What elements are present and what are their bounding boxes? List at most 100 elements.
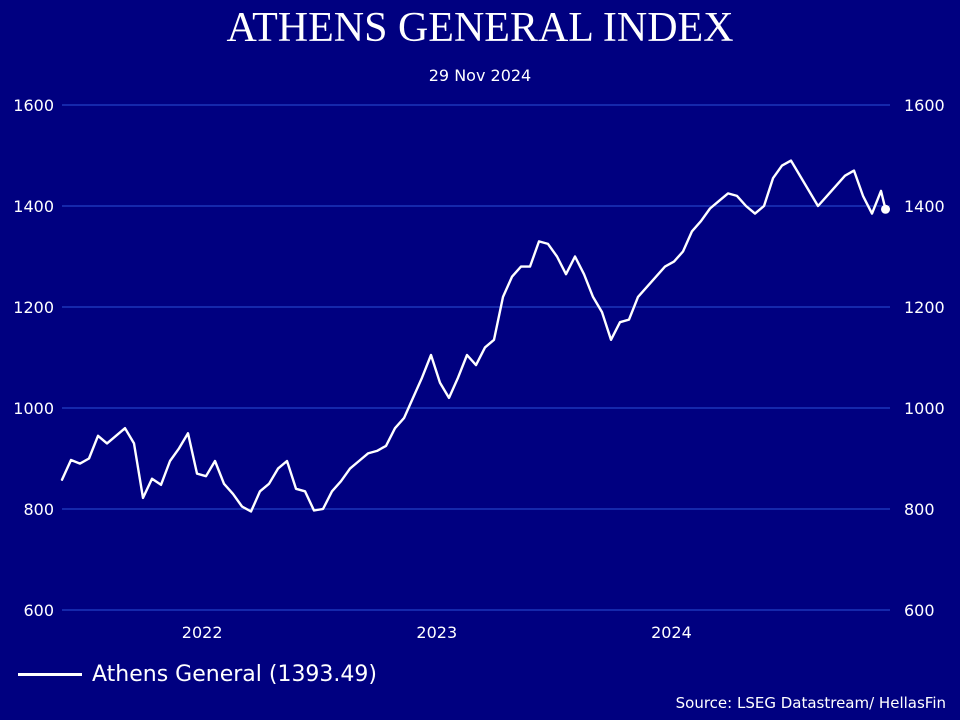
- data-point: [781, 164, 783, 166]
- data-point: [547, 243, 549, 245]
- data-point: [349, 467, 351, 469]
- y-tick-left: 1600: [13, 96, 54, 115]
- data-point: [655, 276, 657, 278]
- y-tick-right: 1000: [904, 399, 945, 418]
- legend: Athens General (1393.49): [18, 658, 377, 690]
- data-point: [169, 460, 171, 462]
- data-point: [466, 354, 468, 356]
- data-point: [421, 377, 423, 379]
- data-point: [385, 445, 387, 447]
- data-point: [637, 296, 639, 298]
- data-point: [322, 508, 324, 510]
- data-point: [475, 364, 477, 366]
- data-point: [610, 339, 612, 341]
- data-point: [664, 265, 666, 267]
- data-point: [511, 276, 513, 278]
- data-point: [439, 382, 441, 384]
- data-point: [277, 467, 279, 469]
- data-point: [817, 205, 819, 207]
- data-point: [457, 377, 459, 379]
- x-tick-label: 2024: [651, 623, 692, 642]
- data-point: [709, 207, 711, 209]
- data-point: [727, 192, 729, 194]
- data-point: [286, 460, 288, 462]
- data-point: [79, 462, 81, 464]
- x-axis: 2022 2023 2024: [182, 623, 692, 642]
- data-point: [583, 273, 585, 275]
- data-point: [403, 417, 405, 419]
- y-tick-left: 600: [23, 601, 54, 620]
- data-point: [628, 318, 630, 320]
- data-point: [502, 296, 504, 298]
- data-point: [430, 354, 432, 356]
- data-point: [205, 475, 207, 477]
- data-point: [808, 190, 810, 192]
- data-point: [223, 483, 225, 485]
- data-point: [700, 220, 702, 222]
- chart-subtitle: 29 Nov 2024: [428, 66, 532, 85]
- y-tick-left: 1400: [13, 197, 54, 216]
- data-point: [601, 311, 603, 313]
- y-tick-left: 800: [23, 500, 54, 519]
- data-point: [871, 212, 873, 214]
- data-point: [88, 457, 90, 459]
- data-point: [196, 472, 198, 474]
- data-point: [862, 195, 864, 197]
- data-point: [241, 505, 243, 507]
- data-point: [826, 195, 828, 197]
- data-point: [673, 260, 675, 262]
- last-value-point: [881, 204, 890, 214]
- x-tick-label: 2022: [182, 623, 223, 642]
- data-point: [619, 321, 621, 323]
- data-point: [484, 346, 486, 348]
- data-point: [529, 265, 531, 267]
- data-point: [718, 200, 720, 202]
- data-point: [367, 452, 369, 454]
- data-point: [133, 442, 135, 444]
- data-point: [565, 273, 567, 275]
- data-point: [268, 483, 270, 485]
- data-point: [331, 490, 333, 492]
- data-point: [214, 460, 216, 462]
- data-point: [295, 488, 297, 490]
- data-point: [736, 195, 738, 197]
- data-point: [250, 510, 252, 512]
- data-point: [340, 480, 342, 482]
- y-axis-right: 600 800 1000 1200 1400 1600: [904, 96, 945, 620]
- data-point: [754, 212, 756, 214]
- data-point: [106, 442, 108, 444]
- y-tick-right: 1600: [904, 96, 945, 115]
- data-point: [115, 435, 117, 437]
- x-tick-label: 2023: [416, 623, 457, 642]
- data-point: [151, 478, 153, 480]
- data-point: [691, 230, 693, 232]
- data-point: [448, 397, 450, 399]
- data-point: [574, 255, 576, 257]
- data-point: [412, 397, 414, 399]
- data-point: [682, 250, 684, 252]
- data-point: [538, 240, 540, 242]
- data-point: [142, 497, 144, 499]
- legend-line-swatch: [18, 672, 82, 676]
- data-point: [772, 177, 774, 179]
- y-tick-right: 1200: [904, 298, 945, 317]
- data-point: [880, 190, 882, 192]
- data-point: [97, 435, 99, 437]
- data-point: [592, 296, 594, 298]
- series-line-athens-general: [60, 159, 887, 513]
- data-point: [790, 159, 792, 161]
- data-point: [304, 490, 306, 492]
- y-tick-right: 600: [904, 601, 935, 620]
- legend-label: Athens General (1393.49): [92, 661, 378, 687]
- data-point: [799, 175, 801, 177]
- data-point: [853, 169, 855, 171]
- data-point: [376, 450, 378, 452]
- data-point: [259, 490, 261, 492]
- data-point: [187, 432, 189, 434]
- data-point: [394, 427, 396, 429]
- data-point: [61, 479, 63, 481]
- data-point: [70, 459, 72, 461]
- data-point: [313, 509, 315, 511]
- data-point: [763, 205, 765, 207]
- data-point: [232, 493, 234, 495]
